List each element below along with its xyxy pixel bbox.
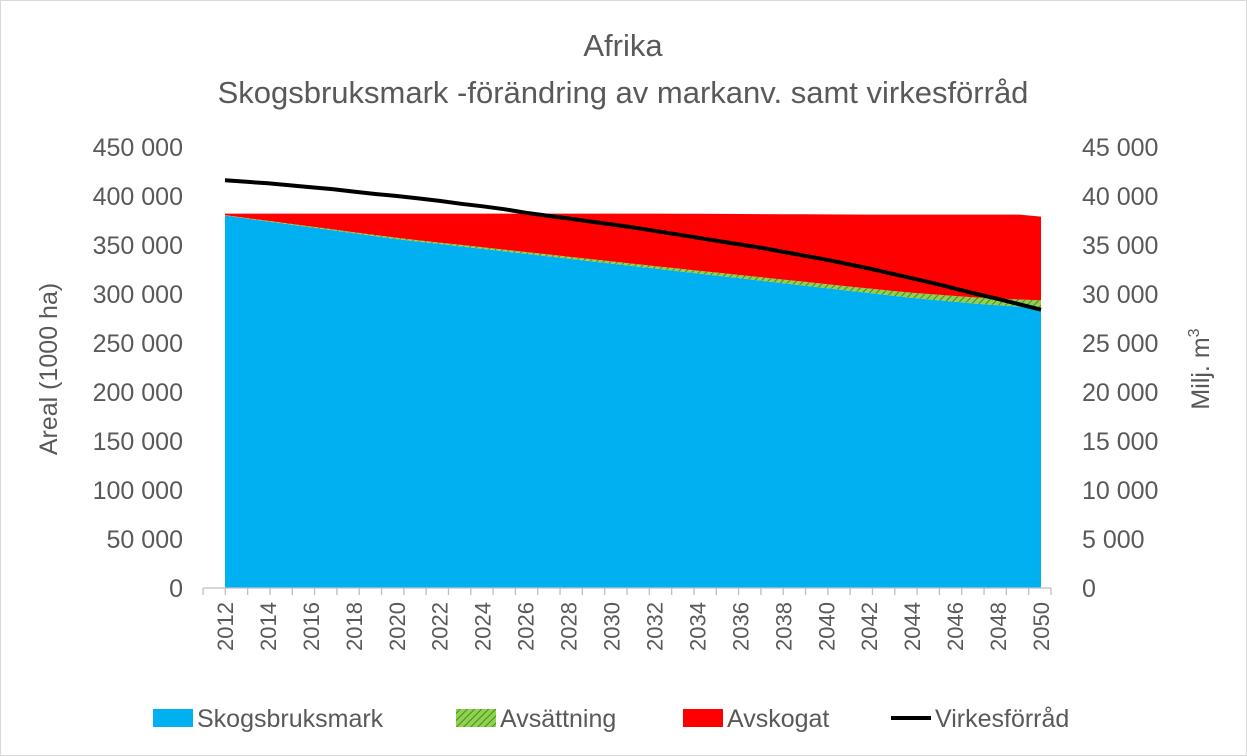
y2-tick-label: 40 000	[1082, 183, 1158, 211]
y-tick-label: 100 000	[93, 477, 183, 505]
y2-tick-label: 45 000	[1082, 134, 1158, 162]
x-tick-label: 2038	[771, 602, 796, 651]
chart-subtitle: Skogsbruksmark -förändring av markanv. s…	[218, 75, 1029, 110]
area-skogsbruksmark	[225, 215, 1041, 588]
x-tick-label: 2016	[299, 602, 324, 651]
y-tick-label: 300 000	[93, 281, 183, 309]
x-tick-label: 2044	[900, 602, 925, 651]
legend-label: Skogsbruksmark	[197, 705, 384, 733]
y2-tick-label: 25 000	[1082, 330, 1158, 358]
x-tick-label: 2026	[514, 602, 539, 651]
y-tick-label: 150 000	[93, 428, 183, 456]
x-tick-label: 2024	[471, 602, 496, 651]
plot-area	[224, 178, 1042, 588]
x-tick-label: 2050	[1029, 602, 1054, 651]
axes: 0 50 000 100 000 150 000 200 000 250 000 300 0…	[93, 134, 1159, 651]
legend: Skogsbruksmark Avsättning Avskogat Virkesfö…	[153, 705, 1069, 733]
x-tick-label: 2048	[986, 602, 1011, 651]
chart-title: Afrika	[583, 28, 663, 63]
x-tick-label: 2032	[643, 602, 668, 651]
x-tick-label: 2034	[685, 602, 710, 651]
legend-label: Virkesförråd	[935, 705, 1069, 733]
y-tick-label: 350 000	[93, 232, 183, 260]
legend-item: Avsättning	[456, 705, 616, 733]
y2-tick-label: 20 000	[1082, 379, 1158, 407]
y-tick-label: 400 000	[93, 183, 183, 211]
y-tick-label: 250 000	[93, 330, 183, 358]
x-tick-label: 2022	[428, 602, 453, 651]
legend-label: Avskogat	[727, 705, 829, 733]
legend-label: Avsättning	[500, 705, 616, 733]
x-tick-label: 2014	[256, 602, 281, 651]
legend-key-swatch	[683, 709, 723, 727]
y2-tick-label: 30 000	[1082, 281, 1158, 309]
x-tick-label: 2020	[385, 602, 410, 651]
x-tick-label: 2036	[728, 602, 753, 651]
y2-axis-title: Milj. m3	[1186, 328, 1215, 409]
y-tick-label: 200 000	[93, 379, 183, 407]
y2-axis-title-superscript: 3	[1186, 328, 1203, 337]
y2-tick-label: 15 000	[1082, 428, 1158, 456]
x-tick-label: 2028	[557, 602, 582, 651]
x-tick-label: 2030	[600, 602, 625, 651]
y2-tick-label: 0	[1082, 575, 1096, 603]
y-axis-title: Areal (1000 ha)	[35, 283, 63, 455]
x-tick-label: 2040	[814, 602, 839, 651]
legend-item: Avskogat	[683, 705, 829, 733]
y2-tick-label: 10 000	[1082, 477, 1158, 505]
y2-tick-label: 35 000	[1082, 232, 1158, 260]
x-tick-label: 2042	[857, 602, 882, 651]
legend-key-swatch	[456, 709, 496, 727]
x-tick-label: 2046	[943, 602, 968, 651]
area-avsättning	[225, 215, 1041, 309]
y-tick-label: 50 000	[107, 526, 183, 554]
legend-item: Skogsbruksmark	[153, 705, 384, 733]
y-tick-label: 0	[169, 575, 183, 603]
x-tick-label: 2018	[342, 602, 367, 651]
y2-axis-title-text: Milj. m	[1187, 337, 1215, 409]
y-tick-label: 450 000	[93, 134, 183, 162]
y2-tick-label: 5 000	[1082, 526, 1145, 554]
x-tick-label: 2012	[213, 602, 238, 651]
line-virkesforrad	[224, 178, 1042, 312]
area-avskogat	[225, 213, 1041, 301]
legend-key-swatch	[153, 709, 193, 727]
legend-item: Virkesförråd	[891, 705, 1069, 733]
